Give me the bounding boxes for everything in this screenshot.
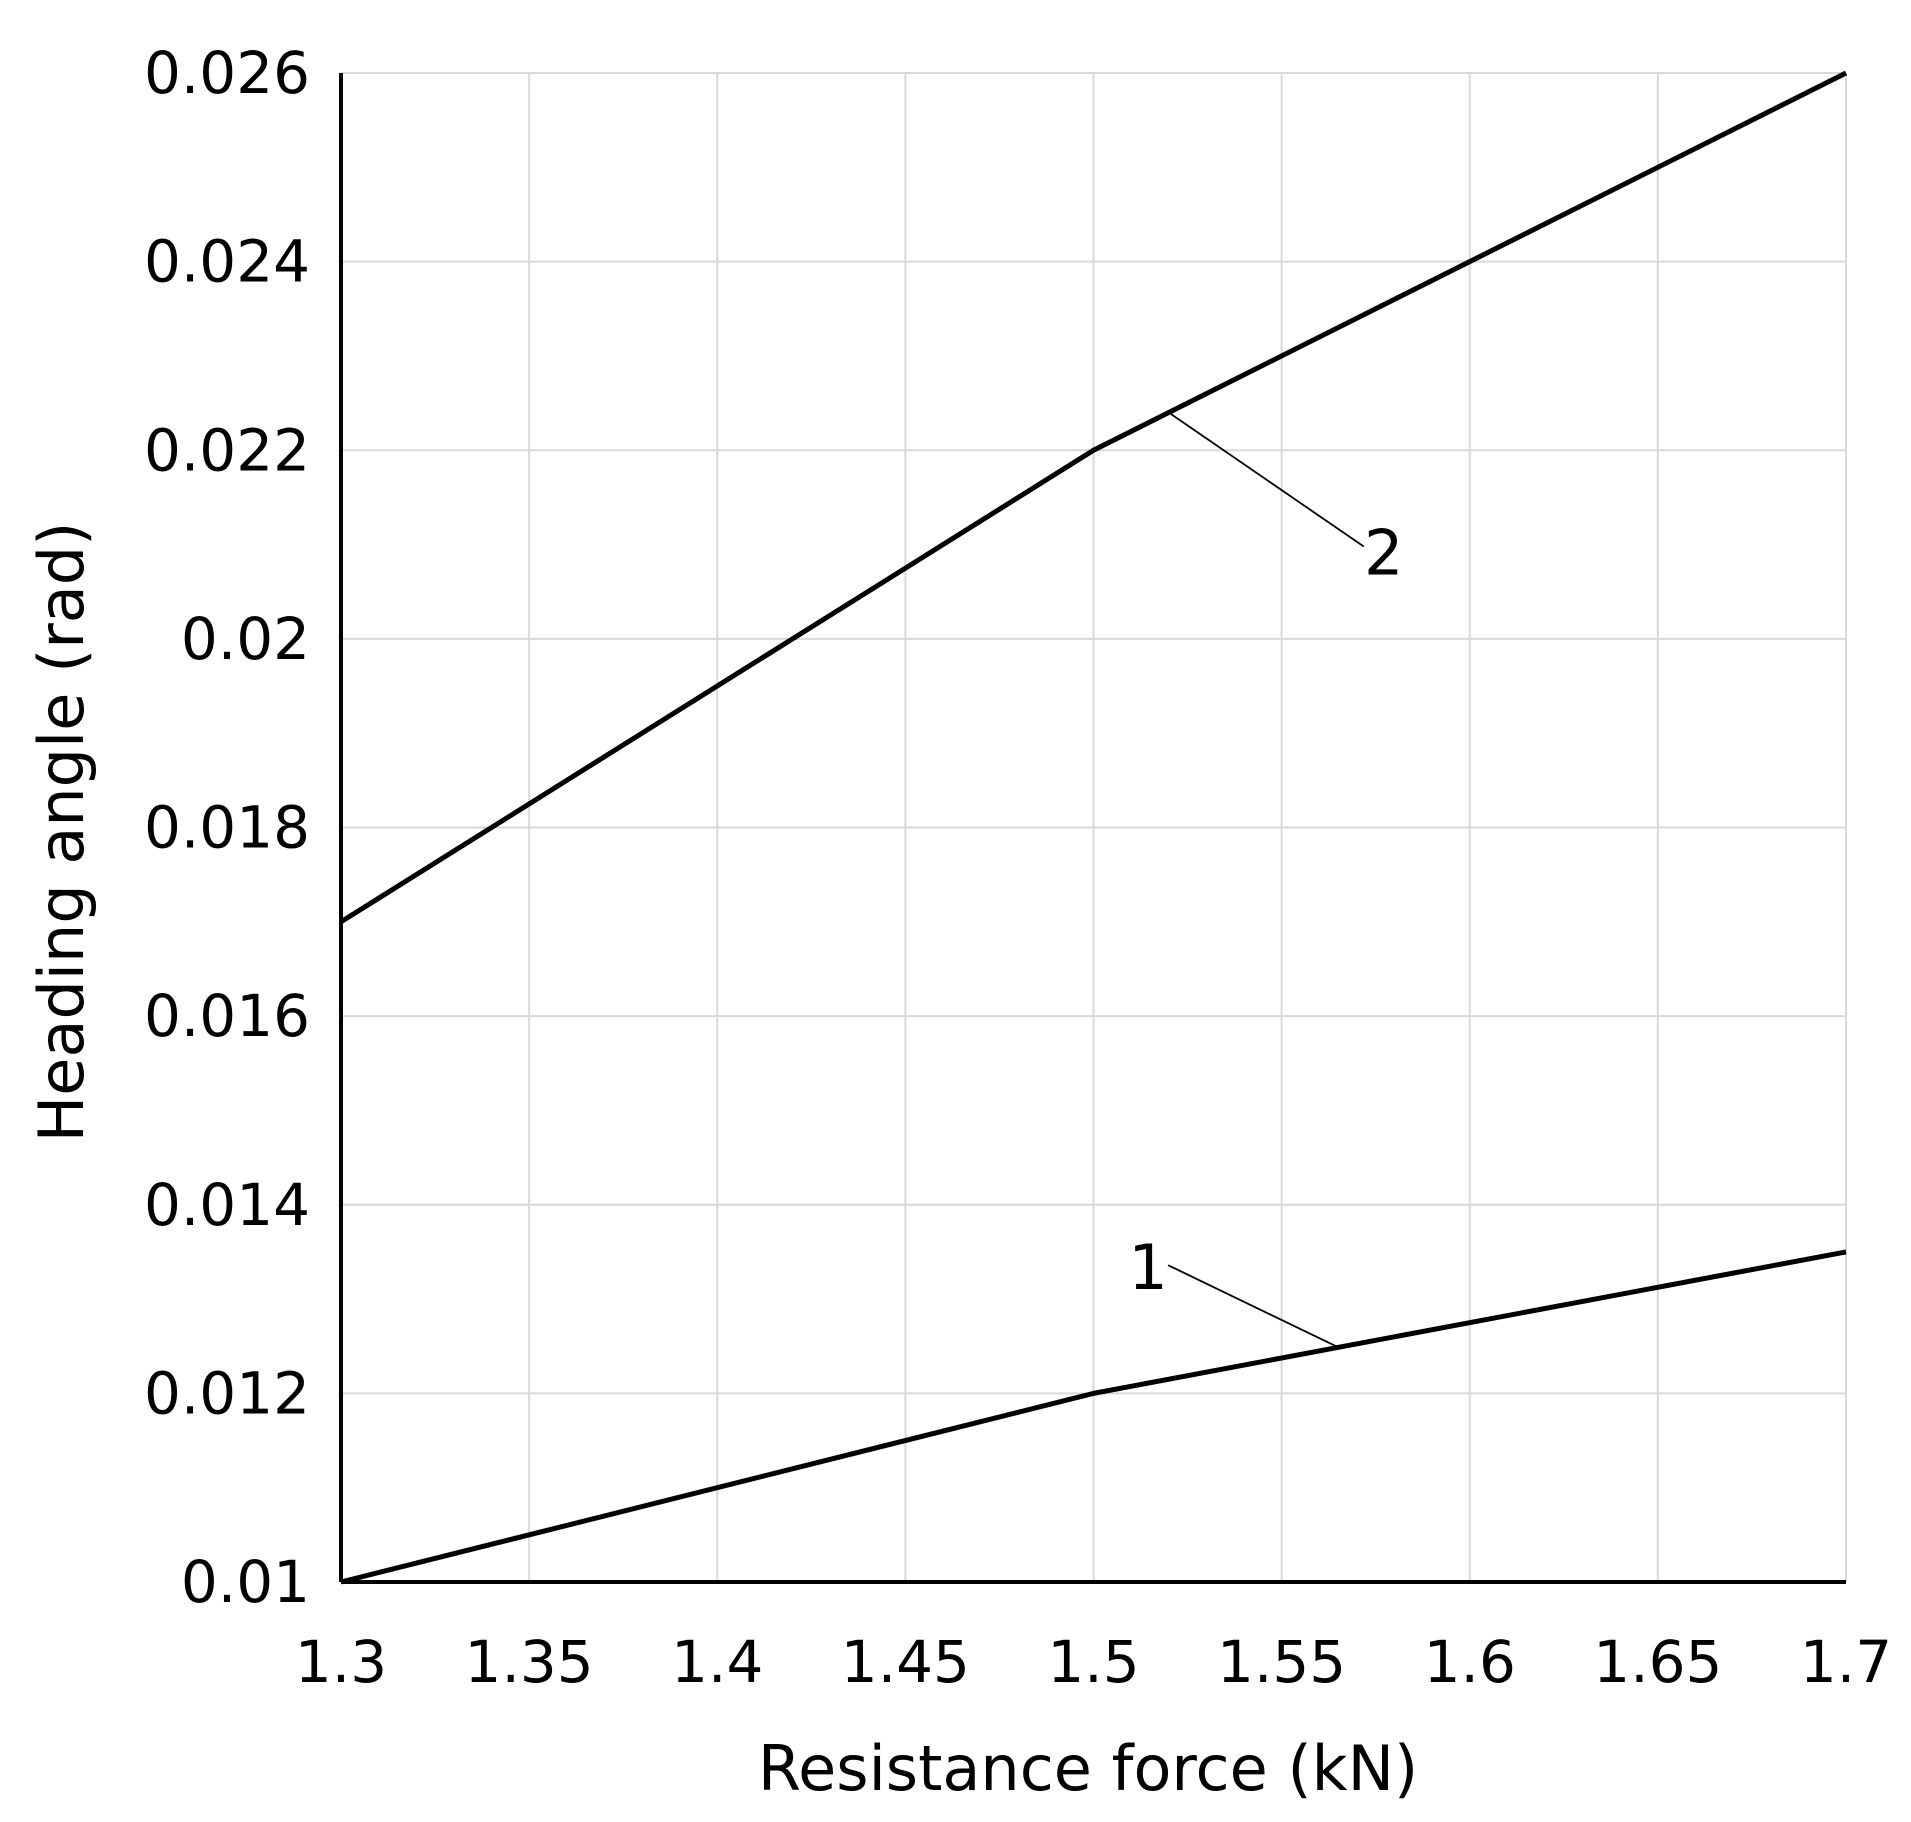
series-line-1 — [340, 1249, 1847, 1585]
x-tick-label: 1.4 — [671, 1628, 763, 1696]
y-tick-label: 0.016 — [144, 982, 310, 1050]
y-tick-labels: 0.01 0.012 0.014 0.016 0.018 0.02 0.022 0.024 0.… — [144, 39, 310, 1616]
y-axis-title: Heading angle (rad) — [25, 522, 98, 1143]
x-tick-label: 1.45 — [841, 1628, 970, 1696]
series-1-leader-line — [1167, 1264, 1339, 1348]
series-2-leader-line — [1168, 411, 1365, 548]
x-axis-title: Resistance force (kN) — [758, 1732, 1418, 1805]
x-tick-label: 1.35 — [465, 1628, 594, 1696]
x-tick-label: 1.7 — [1800, 1628, 1892, 1696]
x-tick-label: 1.55 — [1217, 1628, 1346, 1696]
y-tick-label: 0.022 — [144, 416, 310, 484]
x-tick-label: 1.5 — [1047, 1628, 1139, 1696]
axes — [339, 73, 1846, 1584]
y-tick-label: 0.012 — [144, 1359, 310, 1427]
y-tick-label: 0.014 — [144, 1171, 310, 1239]
annotation-layer: 12 — [1128, 411, 1403, 1348]
y-tick-label: 0.01 — [181, 1548, 310, 1616]
y-tick-label: 0.024 — [144, 228, 310, 296]
x-tick-label: 1.3 — [295, 1628, 387, 1696]
series-2-label: 2 — [1364, 517, 1403, 590]
x-tick-label: 1.6 — [1424, 1628, 1516, 1696]
series-line-2 — [339, 70, 1848, 924]
series-layer — [339, 70, 1848, 1585]
series-1-label: 1 — [1128, 1231, 1167, 1304]
x-tick-labels: 1.3 1.35 1.4 1.45 1.5 1.55 1.6 1.65 1.7 — [295, 1628, 1892, 1696]
x-tick-label: 1.65 — [1593, 1628, 1722, 1696]
y-tick-label: 0.02 — [181, 605, 310, 673]
y-tick-label: 0.026 — [144, 39, 310, 107]
y-tick-label: 0.018 — [144, 794, 310, 862]
